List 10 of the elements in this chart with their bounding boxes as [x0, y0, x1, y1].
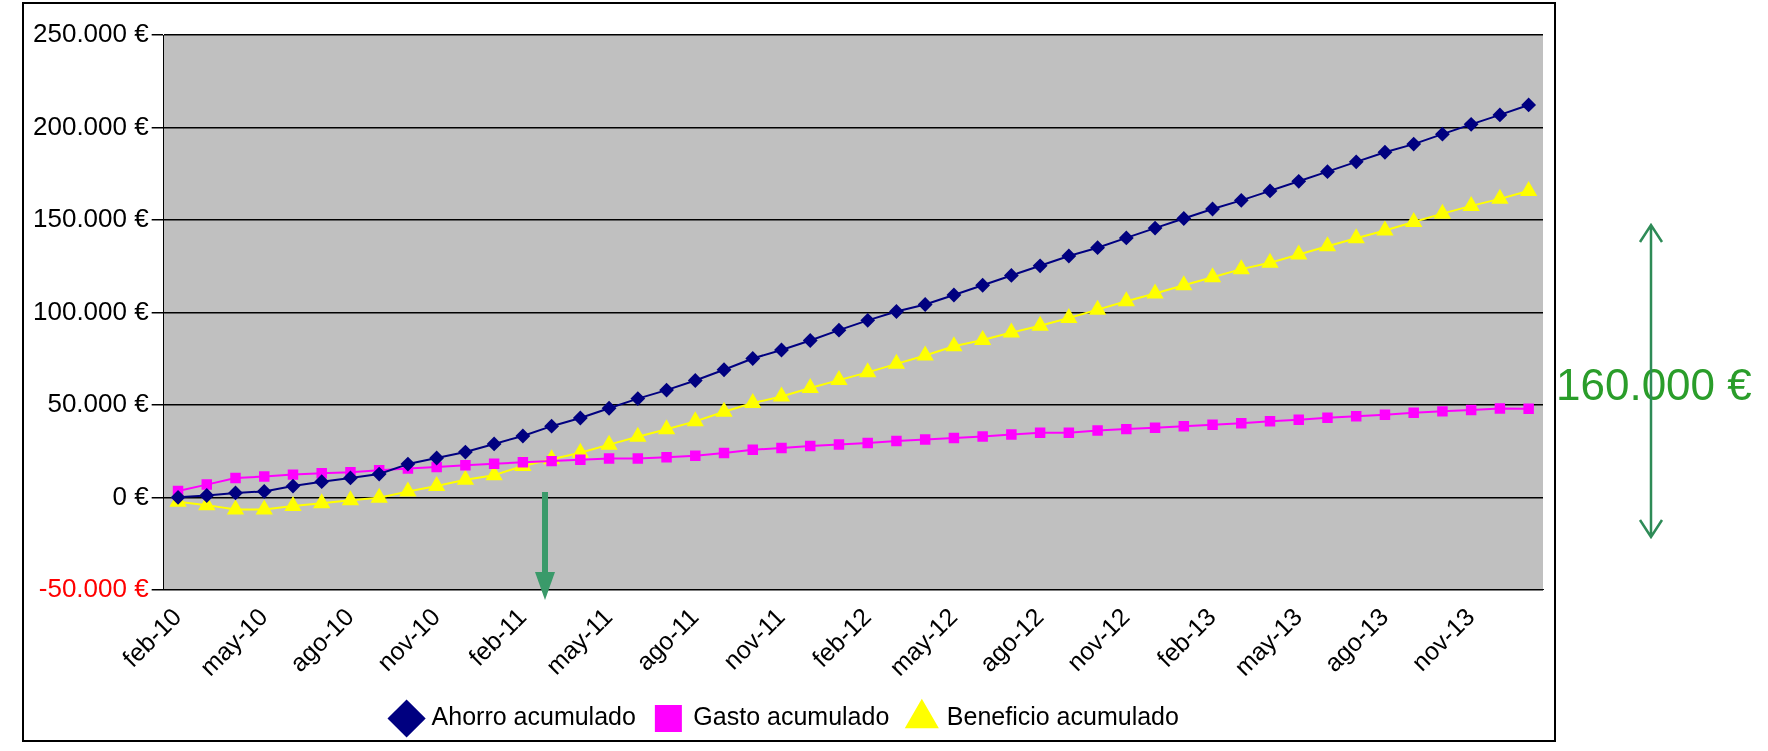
- y-tick-label: 150.000 €: [33, 203, 150, 234]
- y-tick-label: 200.000 €: [33, 110, 150, 141]
- legend-label: Beneficio acumulado: [946, 702, 1179, 731]
- y-tick-label: -50.000 €: [38, 573, 150, 604]
- y-tick-label: 50.000 €: [47, 388, 150, 419]
- y-tick-label: 100.000 €: [33, 295, 150, 326]
- y-tick-label: 250.000 €: [33, 18, 150, 49]
- legend-label: Ahorro acumulado: [431, 702, 636, 731]
- legend-label: Gasto acumulado: [693, 702, 890, 731]
- y-tick-label: 0 €: [112, 480, 150, 511]
